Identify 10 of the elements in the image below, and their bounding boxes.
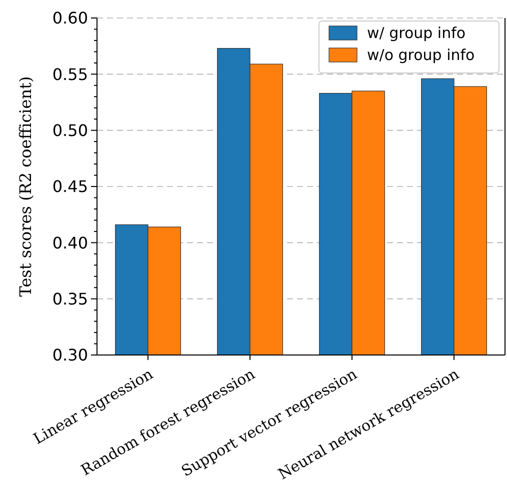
y-axis-title: Test scores (R2 coefficient) (16, 76, 35, 297)
legend-label: w/ group info (367, 24, 466, 42)
y-tick-label: 0.50 (52, 120, 88, 140)
y-tick-label: 0.55 (52, 64, 88, 84)
y-tick-label: 0.35 (52, 289, 88, 308)
y-tick-label: 0.30 (52, 346, 88, 365)
legend-label: w/o group info (367, 46, 475, 64)
y-tick-label: 0.45 (52, 177, 88, 196)
y-tick-label: 0.60 (52, 8, 88, 28)
y-tick-label: 0.40 (52, 233, 88, 252)
